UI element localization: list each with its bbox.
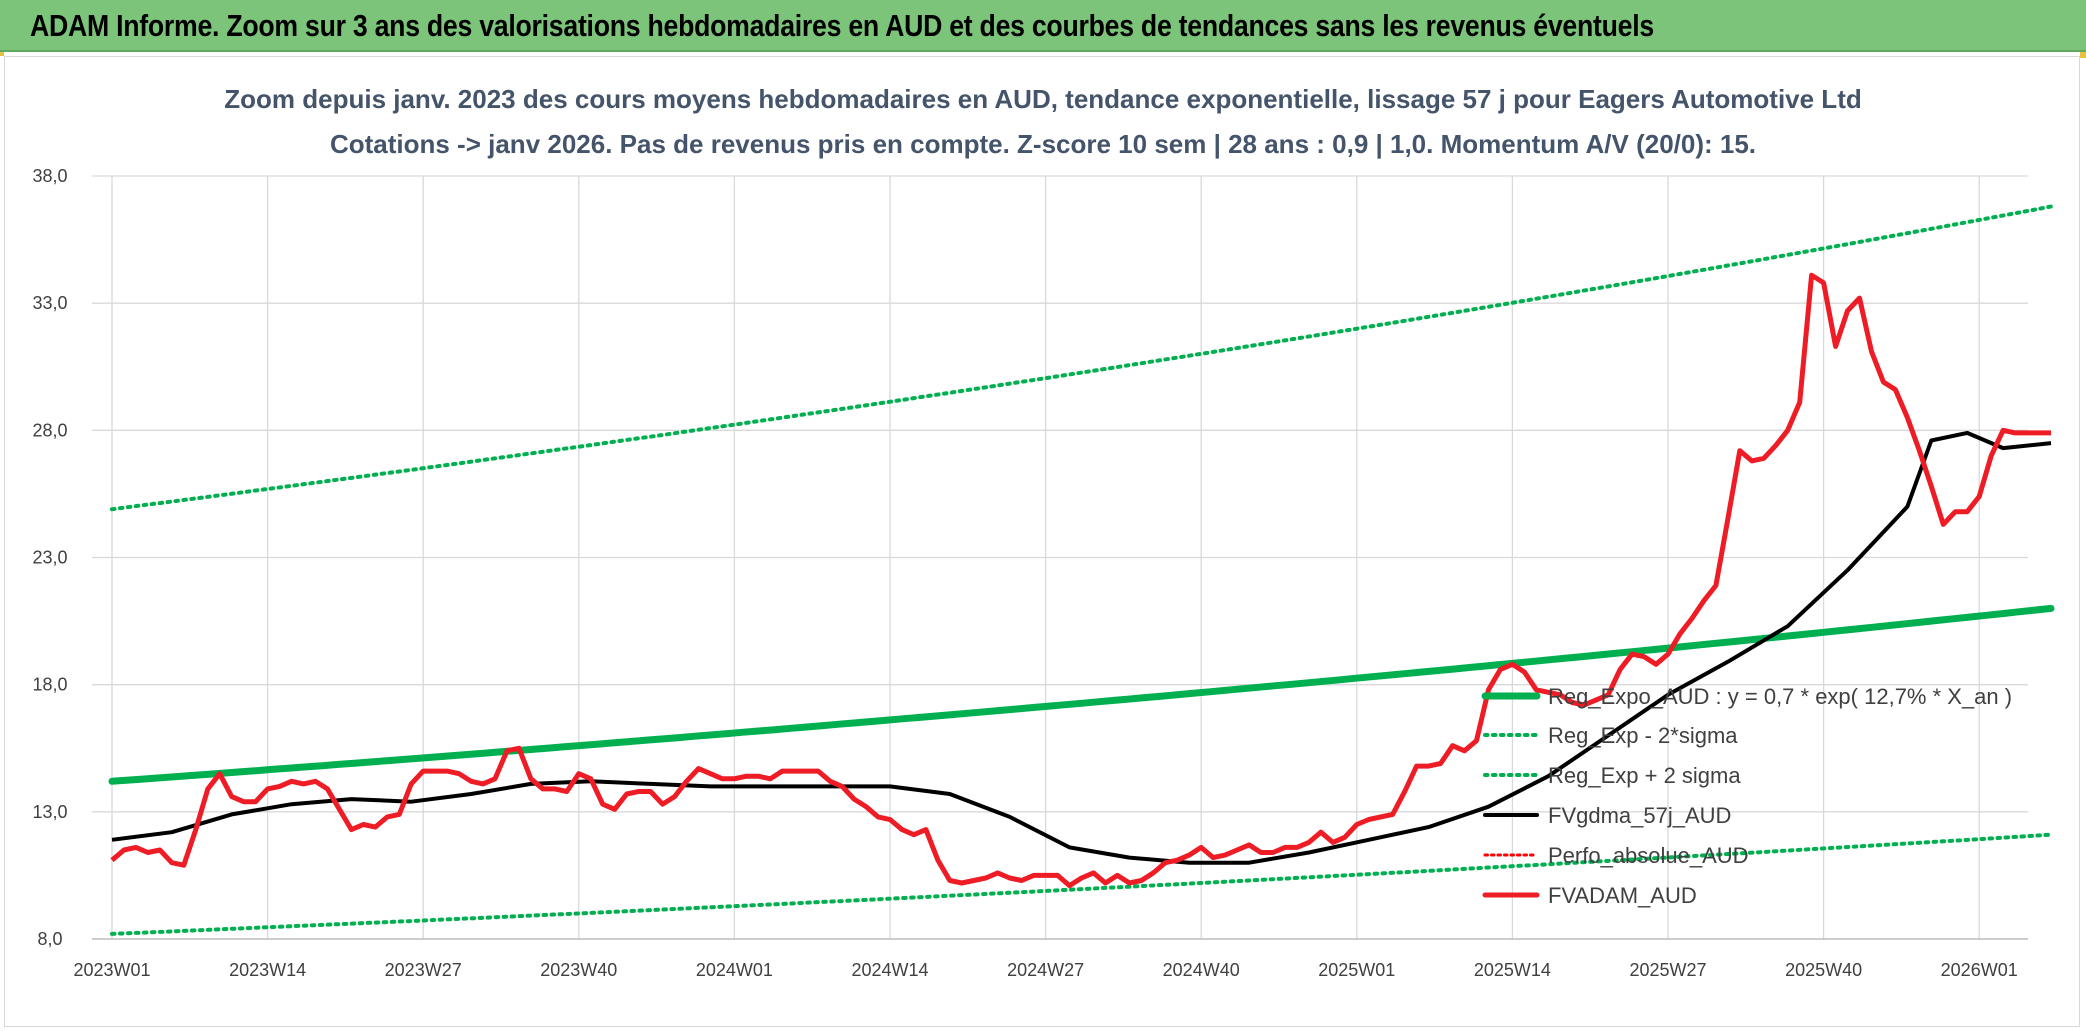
series-reg-exp-minus-2sigma: [110, 832, 2053, 936]
x-tick-label: 2024W40: [1163, 960, 1240, 980]
y-tick-label: 23,0: [32, 548, 67, 568]
y-tick-label: 18,0: [32, 675, 67, 695]
report-title: ADAM Informe. Zoom sur 3 ans des valoris…: [30, 8, 1654, 43]
x-axis: 2023W01 2023W14 2023W27 2023W40 2024W01 2024W…: [73, 938, 2028, 980]
chart-title: Zoom depuis janv. 2023 des cours moyens …: [224, 84, 1861, 114]
x-tick-label: 2023W27: [385, 960, 462, 980]
legend-label-perfo: Perfo_absolue_AUD: [1548, 843, 1749, 868]
x-tick-label: 2023W14: [229, 960, 306, 980]
corner-accent-right: [2080, 52, 2086, 58]
series-group: [108, 204, 2055, 936]
x-tick-label: 2024W27: [1007, 960, 1084, 980]
series-reg-expo: [108, 604, 2055, 785]
legend-label-plus-2sigma: Reg_Exp + 2 sigma: [1548, 763, 1741, 788]
x-tick-label: 2025W40: [1785, 960, 1862, 980]
x-tick-label: 2024W01: [696, 960, 773, 980]
y-tick-label: 8,0: [37, 929, 62, 949]
y-tick-label: 13,0: [32, 802, 67, 822]
report-banner: ADAM Informe. Zoom sur 3 ans des valoris…: [0, 0, 2086, 52]
chart-area: [4, 56, 2080, 1027]
legend-label-reg-expo: Reg_Expo_AUD : y = 0,7 * exp( 12,7% * X_…: [1548, 684, 2012, 709]
y-tick-label: 38,0: [32, 166, 67, 186]
chart-subtitle: Cotations -> janv 2026. Pas de revenus p…: [330, 129, 1756, 159]
x-tick-label: 2025W14: [1474, 960, 1551, 980]
series-fvadam: [110, 272, 2051, 889]
x-tick-label: 2024W14: [851, 960, 928, 980]
series-fvgdma: [111, 430, 2052, 865]
x-tick-label: 2023W01: [73, 960, 150, 980]
x-tick-label: 2026W01: [1941, 960, 2018, 980]
legend-label-fvgdma: FVgdma_57j_AUD: [1548, 803, 1731, 828]
legend-label-fvadam: FVADAM_AUD: [1548, 883, 1697, 908]
legend: Reg_Expo_AUD : y = 0,7 * exp( 12,7% * X_…: [1481, 684, 2012, 908]
corner-accent-left: [0, 52, 4, 56]
x-tick-label: 2025W27: [1629, 960, 1706, 980]
y-tick-label: 33,0: [32, 293, 67, 313]
x-tick-label: 2025W01: [1318, 960, 1395, 980]
x-tick-label: 2023W40: [540, 960, 617, 980]
gridlines: [92, 175, 2028, 940]
legend-label-minus-2sigma: Reg_Exp - 2*sigma: [1548, 723, 1738, 748]
series-reg-exp-plus-2sigma: [110, 204, 2053, 512]
y-tick-label: 28,0: [32, 420, 67, 440]
y-axis: 8,0 13,0 18,0 23,0 28,0 33,0 38,0: [32, 166, 67, 949]
